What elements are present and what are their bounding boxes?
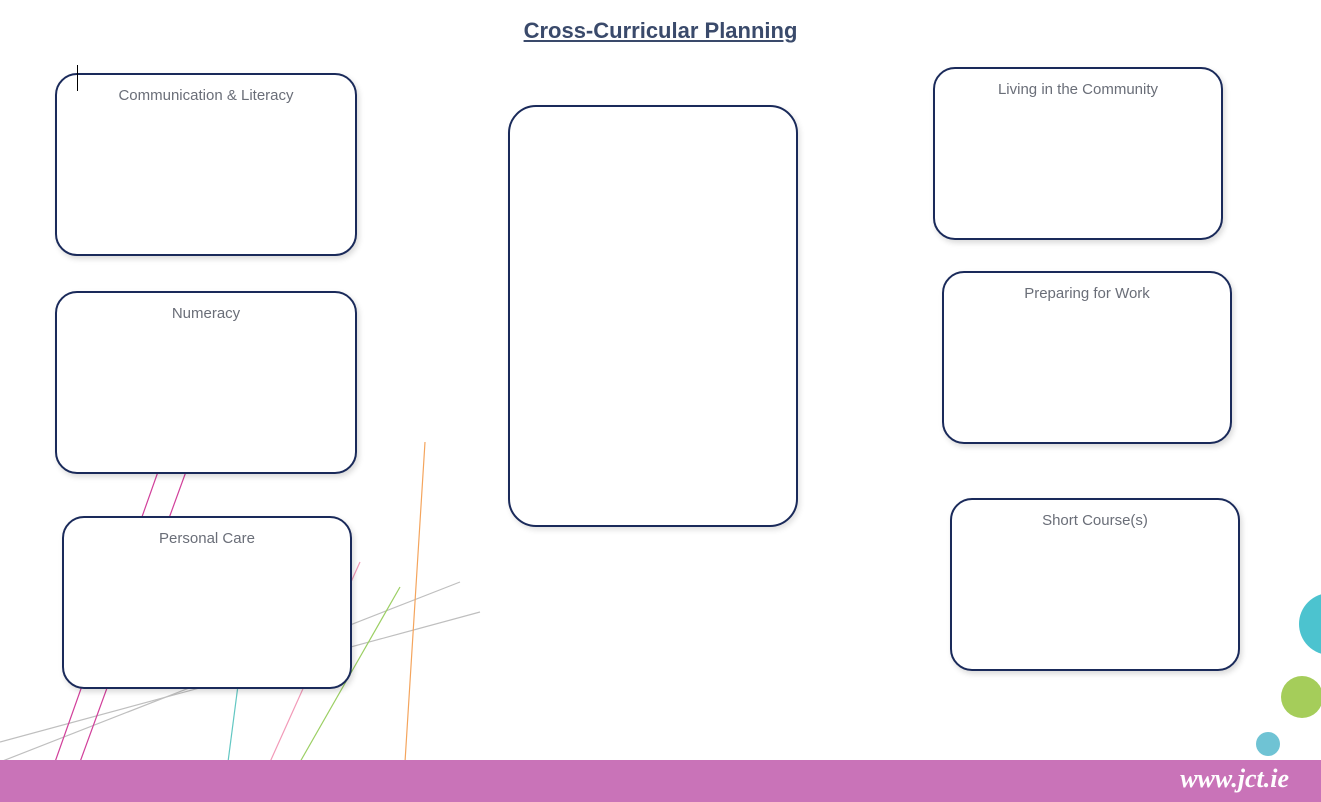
dot-blue <box>1256 732 1280 756</box>
card-preparing-work: Preparing for Work <box>942 271 1232 444</box>
card-label: Living in the Community <box>935 81 1221 98</box>
card-short-courses: Short Course(s) <box>950 498 1240 671</box>
dot-green <box>1281 676 1321 718</box>
footer-url: www.jct.ie <box>1180 764 1289 794</box>
card-label: Numeracy <box>57 305 355 322</box>
card-label: Communication & Literacy <box>57 87 355 104</box>
card-label: Short Course(s) <box>952 512 1238 529</box>
card-numeracy: Numeracy <box>55 291 357 474</box>
card-label: Personal Care <box>64 530 350 547</box>
dot-teal <box>1299 593 1321 655</box>
card-living-community: Living in the Community <box>933 67 1223 240</box>
card-communication-literacy: Communication & Literacy <box>55 73 357 256</box>
center-card <box>508 105 798 527</box>
page-title: Cross-Curricular Planning <box>0 18 1321 44</box>
cursor-mark <box>77 65 78 91</box>
card-personal-care: Personal Care <box>62 516 352 689</box>
footer-bar: www.jct.ie <box>0 760 1321 802</box>
card-label: Preparing for Work <box>944 285 1230 302</box>
